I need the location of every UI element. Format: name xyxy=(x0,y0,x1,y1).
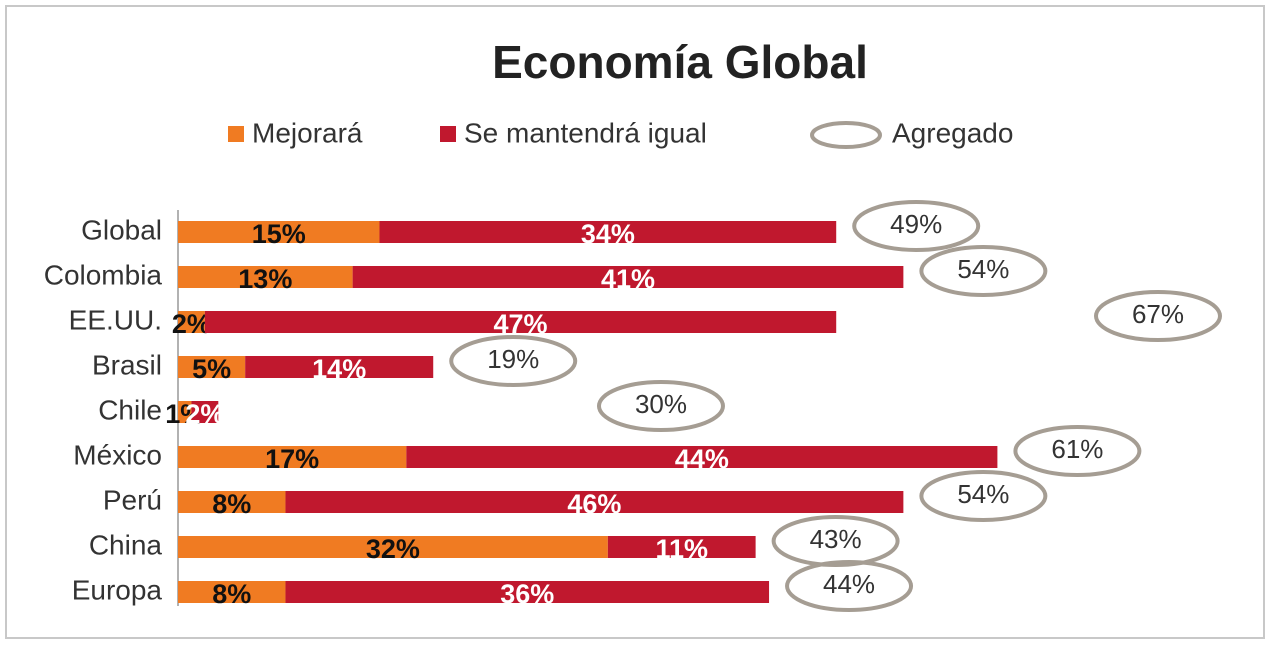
data-label: 5% xyxy=(192,354,231,384)
data-label: 8% xyxy=(212,579,251,609)
aggregate-marker xyxy=(449,335,578,387)
aggregate-marker xyxy=(771,515,900,567)
bar-segment xyxy=(352,266,904,288)
bar-segment xyxy=(178,536,608,558)
data-label: 44% xyxy=(675,444,729,474)
y-tick-label: Brasil xyxy=(92,349,162,380)
bar-segment xyxy=(191,401,219,423)
aggregate-marker xyxy=(596,380,725,432)
aggregate-marker xyxy=(852,200,981,252)
data-label: 41% xyxy=(601,264,655,294)
bar-segment xyxy=(607,536,756,558)
data-label: 47% xyxy=(494,309,548,339)
data-label: 32% xyxy=(366,534,420,564)
aggregate-label: 19% xyxy=(487,344,539,374)
data-label: 15% xyxy=(252,219,306,249)
legend-swatch xyxy=(810,121,882,149)
bar-segment xyxy=(285,491,904,513)
y-tick-label: México xyxy=(73,439,162,470)
y-tick-label: Europa xyxy=(72,574,163,605)
data-label: 14% xyxy=(312,354,366,384)
aggregate-label: 54% xyxy=(957,254,1009,284)
bar-segment xyxy=(406,446,998,468)
data-label: 2% xyxy=(172,309,211,339)
y-tick-label: Global xyxy=(81,214,162,245)
aggregate-marker xyxy=(1013,425,1142,477)
aggregate-label: 61% xyxy=(1051,434,1103,464)
data-label: 46% xyxy=(567,489,621,519)
legend-swatch xyxy=(440,126,456,142)
legend-swatch xyxy=(228,126,244,142)
aggregate-label: 30% xyxy=(635,389,687,419)
aggregate-marker xyxy=(1094,290,1222,342)
aggregate-marker xyxy=(919,245,1048,297)
y-tick-label: Perú xyxy=(103,484,162,515)
legend-label: Se mantendrá igual xyxy=(464,117,707,148)
bar-segment xyxy=(245,356,434,378)
bar-segment xyxy=(178,221,380,243)
data-label: 34% xyxy=(581,219,635,249)
bar-segment xyxy=(379,221,837,243)
data-label: 13% xyxy=(238,264,292,294)
data-label: 11% xyxy=(655,534,708,564)
bar-segment xyxy=(178,581,286,603)
aggregate-marker xyxy=(785,560,914,612)
chart-title: Economía Global xyxy=(492,36,868,88)
bar-segment xyxy=(285,581,770,603)
aggregate-label: 67% xyxy=(1132,299,1184,329)
bar-segment xyxy=(178,311,205,333)
legend-label: Mejorará xyxy=(252,117,363,148)
y-tick-label: China xyxy=(89,529,163,560)
y-tick-label: EE.UU. xyxy=(69,304,162,335)
data-label: 2% xyxy=(185,399,224,429)
data-label: 8% xyxy=(212,489,251,519)
bar-segment xyxy=(178,491,286,513)
aggregate-label: 54% xyxy=(957,479,1009,509)
aggregate-label: 44% xyxy=(823,569,875,599)
aggregate-label: 49% xyxy=(890,209,942,239)
bar-segment xyxy=(178,266,353,288)
bar-segment xyxy=(178,356,246,378)
y-tick-label: Colombia xyxy=(44,259,163,290)
data-label: 36% xyxy=(500,579,554,609)
bar-segment xyxy=(178,446,407,468)
legend-label: Agregado xyxy=(892,117,1013,148)
bar-segment xyxy=(178,401,192,423)
y-tick-label: Chile xyxy=(98,394,162,425)
aggregate-label: 43% xyxy=(810,524,862,554)
data-label: 17% xyxy=(265,444,319,474)
aggregate-marker xyxy=(919,470,1048,522)
bar-segment xyxy=(204,311,837,333)
